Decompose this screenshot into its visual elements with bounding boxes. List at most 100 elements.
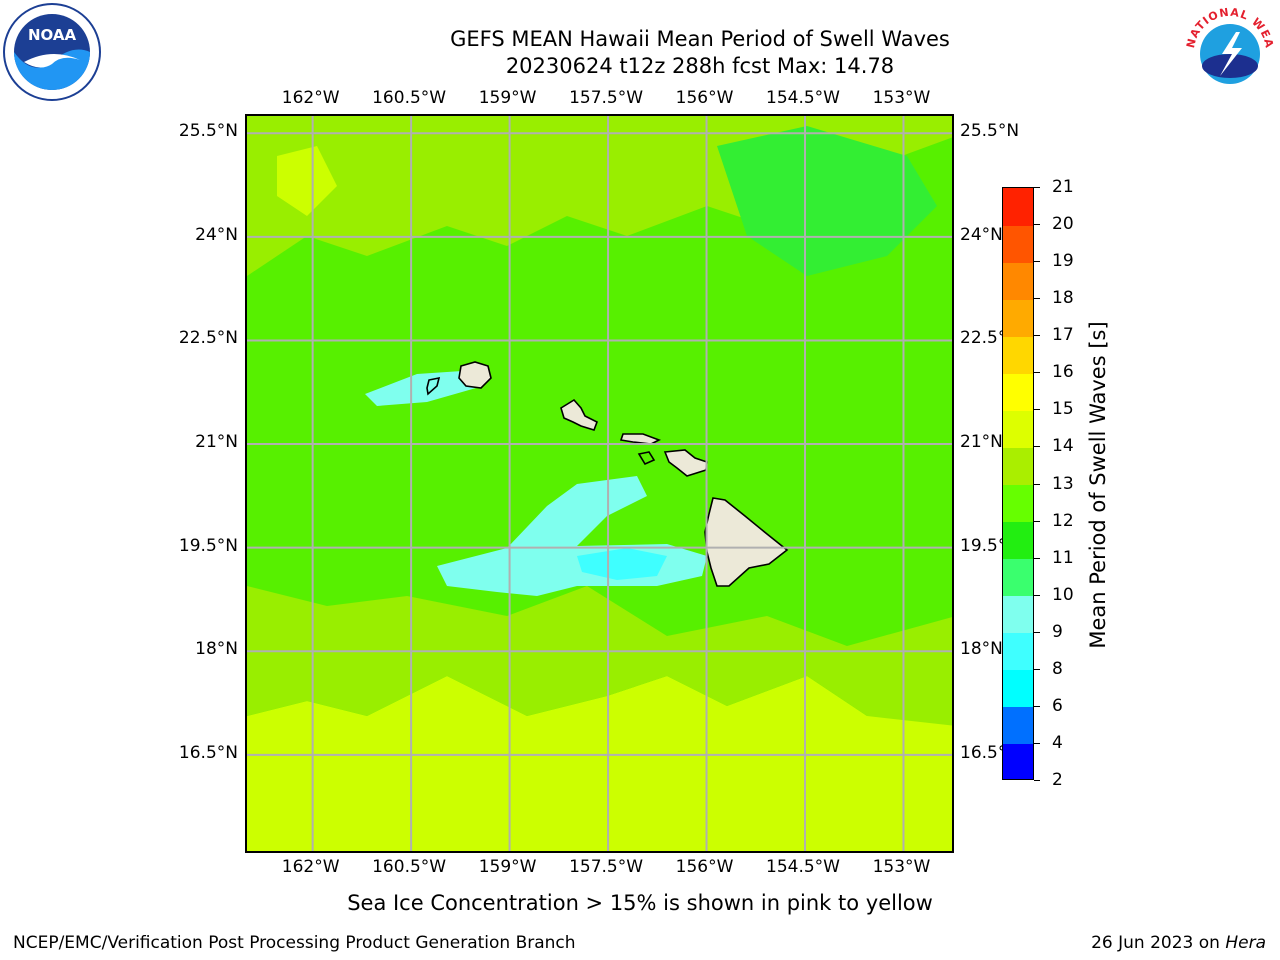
- colorbar-tick-label: 2: [1052, 770, 1063, 790]
- lat-tick-label-left: 18°N: [195, 639, 238, 660]
- colorbar-tick-label: 13: [1052, 473, 1074, 494]
- colorbar-segment: [1003, 484, 1033, 523]
- lon-tick-label-top: 154.5°W: [766, 88, 840, 108]
- colorbar-segment: [1003, 521, 1033, 560]
- lon-tick-label-bottom: 156°W: [675, 857, 734, 877]
- island-hawaii: [704, 497, 789, 587]
- map-svg: [247, 116, 952, 851]
- noaa-logo: NOAA: [2, 2, 102, 102]
- lat-tick-label-right: 21°N: [960, 432, 1003, 453]
- noaa-logo-text: NOAA: [28, 26, 77, 44]
- north-lightgreen-patch: [717, 126, 937, 276]
- footer-host: Hera: [1225, 933, 1266, 953]
- colorbar-tick-mark: [1034, 298, 1040, 300]
- colorbar: [1002, 187, 1034, 780]
- lon-tick-label-top: 159°W: [478, 88, 537, 108]
- island-lanai: [637, 451, 656, 466]
- colorbar-segment: [1003, 188, 1033, 226]
- colorbar-tick-label: 21: [1052, 177, 1074, 197]
- colorbar-title: Mean Period of Swell Waves [s]: [1086, 321, 1110, 649]
- sea-ice-note: Sea Ice Concentration > 15% is shown in …: [347, 891, 933, 915]
- map-panel: [245, 114, 954, 853]
- lon-tick-label-bottom: 154.5°W: [766, 857, 840, 877]
- colorbar-segment: [1003, 447, 1033, 485]
- nws-logo: NATIONAL WEATHER SERVICE: [1175, 0, 1280, 102]
- chart-title: GEFS MEAN Hawaii Mean Period of Swell Wa…: [450, 27, 950, 51]
- lat-tick-label-left: 24°N: [195, 224, 238, 245]
- south-mid-band: [247, 586, 952, 726]
- colorbar-tick-mark: [1034, 705, 1040, 707]
- island-kauai: [458, 361, 492, 389]
- lat-tick-label-right: 18°N: [960, 639, 1003, 660]
- island-niihau: [426, 376, 441, 396]
- colorbar-tick-mark: [1034, 409, 1040, 411]
- colorbar-tick-mark: [1034, 372, 1040, 374]
- colorbar-segment: [1003, 299, 1033, 337]
- colorbar-segment: [1003, 336, 1033, 374]
- colorbar-tick-mark: [1034, 631, 1040, 633]
- colorbar-tick-label: 15: [1052, 399, 1074, 420]
- colorbar-tick-label: 20: [1052, 214, 1074, 235]
- colorbar-tick-mark: [1034, 483, 1040, 485]
- colorbar-tick-mark: [1034, 742, 1040, 744]
- lon-tick-label-bottom: 162°W: [281, 857, 340, 877]
- colorbar-tick-label: 14: [1052, 436, 1074, 457]
- colorbar-tick-mark: [1034, 187, 1040, 188]
- colorbar-tick-label: 10: [1052, 584, 1074, 605]
- colorbar-tick-mark: [1034, 224, 1040, 226]
- colorbar-tick-label: 9: [1052, 621, 1063, 642]
- lon-tick-label-top: 156°W: [675, 88, 734, 108]
- colorbar-segment: [1003, 669, 1033, 708]
- lon-tick-label-top: 157.5°W: [569, 88, 644, 108]
- lat-tick-label-left: 21°N: [195, 432, 238, 453]
- lat-tick-label-left: 25.5°N: [178, 121, 238, 142]
- colorbar-tick-mark: [1034, 780, 1040, 781]
- footer-date-text: 26 Jun 2023 on: [1091, 933, 1226, 953]
- central-cyan-core: [577, 548, 667, 580]
- colorbar-segment: [1003, 632, 1033, 671]
- lat-tick-label-right: 25.5°N: [960, 121, 1020, 142]
- colorbar-tick-label: 4: [1052, 732, 1063, 753]
- lon-tick-label-bottom: 157.5°W: [569, 857, 644, 877]
- colorbar-segment: [1003, 558, 1033, 597]
- colorbar-tick-label: 11: [1052, 547, 1074, 568]
- colorbar-tick-label: 12: [1052, 510, 1074, 531]
- footer-date: 26 Jun 2023 on Hera: [1091, 933, 1266, 953]
- colorbar-tick-mark: [1034, 520, 1040, 522]
- chart-subtitle: 20230624 t12z 288h fcst Max: 14.78: [505, 54, 895, 78]
- colorbar-tick-mark: [1034, 261, 1040, 263]
- colorbar-segment: [1003, 225, 1033, 263]
- colorbar-tick-mark: [1034, 446, 1040, 448]
- colorbar-segment: [1003, 373, 1033, 411]
- island-oahu: [560, 398, 599, 431]
- colorbar-segment: [1003, 410, 1033, 448]
- lon-tick-label-top: 153°W: [872, 88, 931, 108]
- lon-tick-label-bottom: 160.5°W: [372, 857, 447, 877]
- gridlines: [247, 116, 952, 851]
- colorbar-tick-mark: [1034, 557, 1040, 559]
- colorbar-tick-mark: [1034, 335, 1040, 337]
- colorbar-segment: [1003, 743, 1033, 779]
- colorbar-segment: [1003, 262, 1033, 300]
- colorbar-tick-label: 6: [1052, 695, 1063, 716]
- colorbar-tick-label: 8: [1052, 658, 1063, 679]
- west-yellow-patch: [277, 146, 337, 216]
- kauai-cyan-plume: [365, 370, 483, 406]
- lon-tick-label-top: 162°W: [281, 88, 340, 108]
- lat-tick-label-left: 19.5°N: [178, 535, 238, 556]
- lat-tick-label-left: 22.5°N: [178, 328, 238, 349]
- lon-tick-label-bottom: 159°W: [478, 857, 537, 877]
- lat-tick-label-left: 16.5°N: [178, 742, 238, 763]
- lat-tick-label-right: 24°N: [960, 224, 1003, 245]
- colorbar-tick-label: 16: [1052, 362, 1074, 383]
- colorbar-tick-mark: [1034, 594, 1040, 596]
- islands: [426, 361, 789, 587]
- lon-tick-label-top: 160.5°W: [372, 88, 447, 108]
- colorbar-tick-mark: [1034, 668, 1040, 670]
- colorbar-tick-label: 18: [1052, 288, 1074, 309]
- colorbar-tick-label: 19: [1052, 251, 1074, 272]
- footer-credit: NCEP/EMC/Verification Post Processing Pr…: [13, 933, 576, 953]
- colorbar-segment: [1003, 595, 1033, 634]
- colorbar-tick-label: 17: [1052, 325, 1074, 346]
- lon-tick-label-bottom: 153°W: [872, 857, 931, 877]
